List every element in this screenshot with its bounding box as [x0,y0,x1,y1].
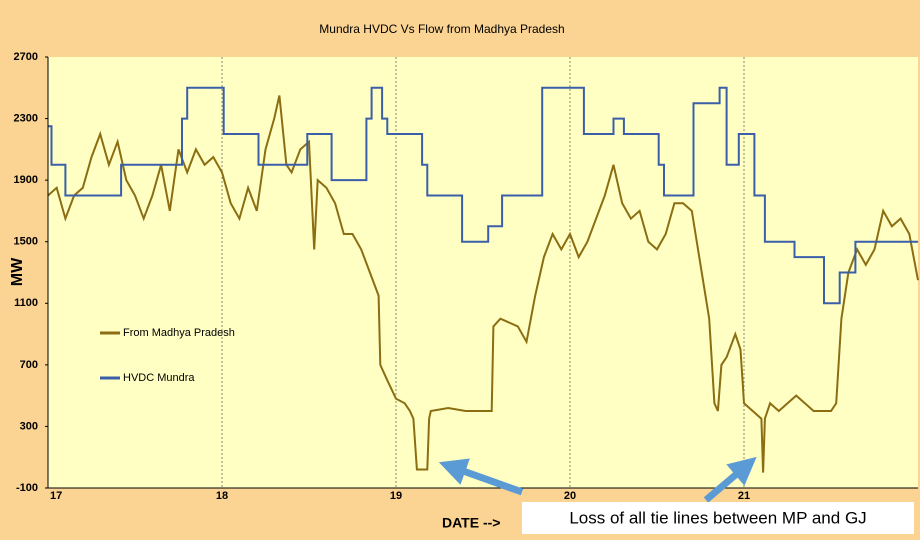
legend-label: From Madhya Pradesh [123,327,235,339]
x-tick-label: 20 [564,490,576,502]
arrow [438,458,524,496]
y-axis-label: MW [9,257,26,286]
x-tick-label: 18 [216,490,228,502]
series-line [48,86,918,305]
y-tick-label: 2300 [14,112,38,124]
y-tick-label: 1500 [14,236,38,248]
y-tick-label: 2700 [14,51,38,63]
chart-title: Mundra HVDC Vs Flow from Madhya Pradesh [319,22,564,36]
x-tick-label: 21 [738,490,750,502]
arrow [703,456,757,503]
y-tick-label: 300 [20,420,38,432]
annotation: Loss of all tie lines between MP and GJ [569,508,866,527]
legend-label: HVDC Mundra [123,372,195,384]
plot-area [48,57,918,488]
series-line [47,95,919,473]
y-tick-label: 1900 [14,174,38,186]
marks [47,57,919,488]
y-tick-label: 700 [20,359,38,371]
x-axis-label: DATE --> [442,515,500,531]
y-tick-label: -100 [16,482,38,494]
annotation-box [522,502,914,534]
y-tick-label: 1100 [14,297,38,309]
x-tick-label: 17 [50,490,62,502]
x-tick-label: 19 [390,490,402,502]
